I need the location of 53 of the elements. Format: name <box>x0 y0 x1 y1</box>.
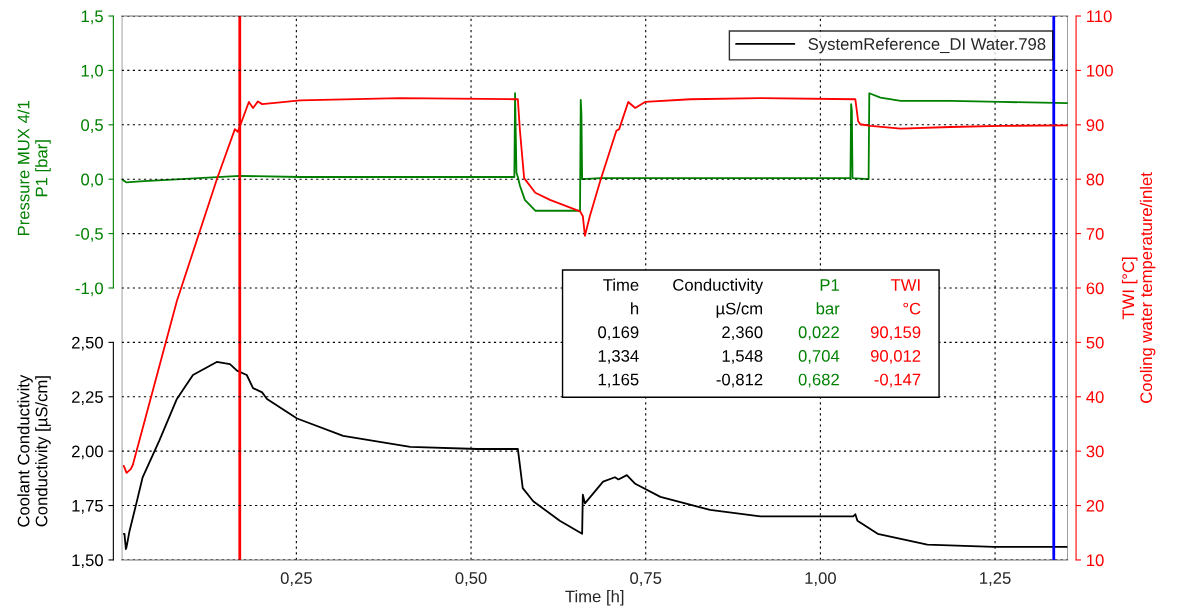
y3-tick-label: 1,75 <box>72 500 103 514</box>
y3-tick-label: 2,25 <box>72 391 103 405</box>
x-tick-label: 0,50 <box>455 572 487 586</box>
annotation: -0,812 <box>716 373 763 388</box>
y-tick-label: 1,0 <box>81 64 103 79</box>
annotation: h <box>631 302 639 315</box>
y-axis-title: Pressure MUX 4/1 P1 [bar] <box>17 101 51 236</box>
x-tick-label: 0,25 <box>280 572 312 586</box>
annotation: -0,147 <box>874 373 921 388</box>
y2-axis-title: TWI [°C] Cooling water temperature/inlet <box>1121 172 1156 403</box>
x-tick-label: 1,25 <box>980 572 1011 586</box>
y3-tick-label: 2,50 <box>72 336 103 351</box>
annotation: Conductivity <box>673 278 764 295</box>
y3-tick-label: 2,00 <box>72 445 103 460</box>
annotation: 1,548 <box>722 350 763 364</box>
y2-tick-label: 50 <box>1086 336 1104 349</box>
annotation: 0,704 <box>798 350 840 364</box>
annotation: 0,682 <box>798 373 839 388</box>
y2-tick-label: 60 <box>1086 282 1104 295</box>
legend-label: SystemReference_DI Water.798 <box>808 37 1046 54</box>
y2-tick-label: 90 <box>1086 119 1104 131</box>
annotation: TWI <box>890 279 920 291</box>
y-tick-label: 0,0 <box>81 173 103 188</box>
annotation: 0,169 <box>598 326 639 341</box>
y2-tick-label: 30 <box>1086 445 1104 458</box>
y2-tick-label: 40 <box>1086 391 1104 403</box>
y2-tick-label: 10 <box>1087 554 1104 567</box>
y-tick-label: 0,5 <box>81 119 103 133</box>
annotation: bar <box>816 302 840 315</box>
y-tick-label: -1,0 <box>75 282 103 297</box>
annotation: 2,360 <box>722 326 763 341</box>
annotation: 1,334 <box>598 350 639 364</box>
annotation: 90,159 <box>870 326 921 341</box>
x-axis-title: Time [h] <box>565 590 624 606</box>
annotation: P1 <box>820 279 839 291</box>
y2-tick-label: 100 <box>1087 64 1113 77</box>
annotation: µS/cm <box>716 302 763 318</box>
x-tick-label: 0,75 <box>630 572 662 586</box>
x-tick-label: 1,00 <box>805 572 836 586</box>
annotation: 90,012 <box>870 350 921 364</box>
y-tick-label: -0,5 <box>75 227 103 242</box>
y2-tick-label: 20 <box>1086 499 1104 512</box>
y2-tick-label: 110 <box>1087 10 1112 23</box>
annotation: Time <box>603 278 639 291</box>
y3-axis-title: Coolant Conductivity Conductivity [µS/cm] <box>17 374 51 527</box>
y-tick-label: 1,5 <box>81 10 103 25</box>
y3-tick-label: 1,50 <box>72 554 103 569</box>
annotation: 0,022 <box>798 326 839 341</box>
line-series <box>121 92 1068 212</box>
annotation: 1,165 <box>598 373 639 388</box>
y2-tick-label: 70 <box>1086 227 1104 240</box>
y2-tick-label: 80 <box>1086 173 1104 186</box>
annotation: °C <box>903 302 921 315</box>
